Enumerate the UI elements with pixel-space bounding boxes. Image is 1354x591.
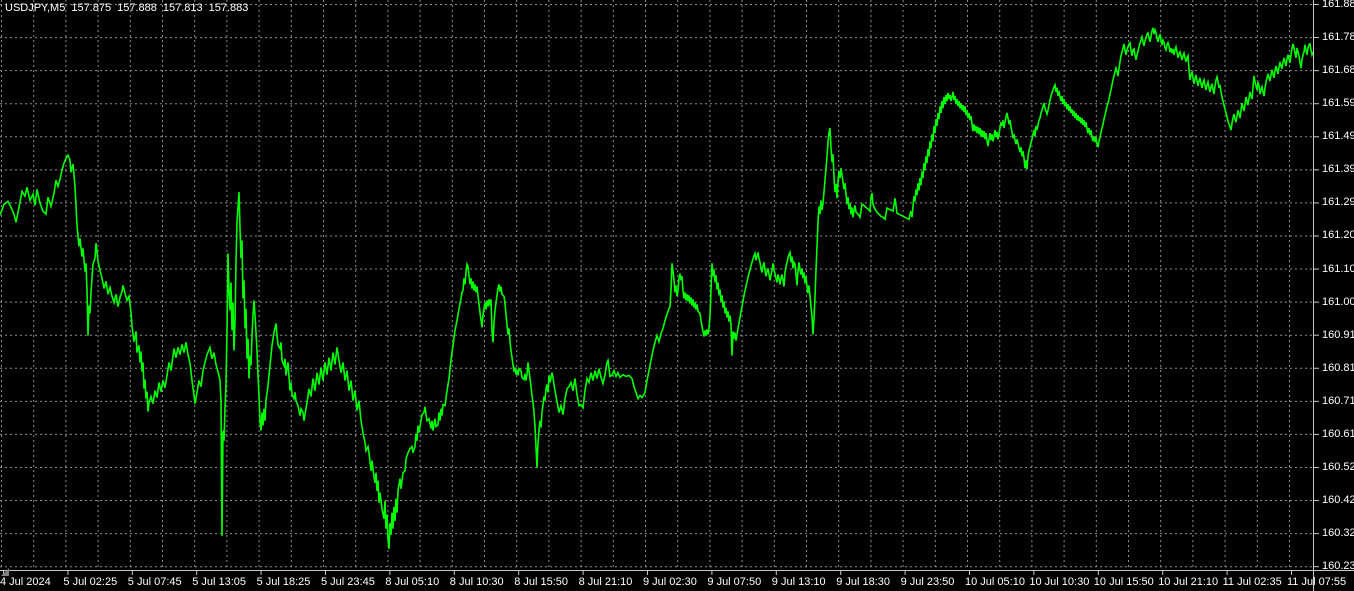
price-axis-label: 160.910	[1322, 328, 1354, 341]
time-axis-label: 9 Jul 13:10	[771, 576, 826, 588]
scroll-indicator-icon	[1, 568, 9, 576]
time-axis-label: 8 Jul 15:50	[514, 576, 569, 588]
ohlc-header: USDJPY,M5 157.875 157.888 157.813 157.883	[5, 2, 254, 14]
price-axis-label: 160.230	[1322, 560, 1354, 573]
time-axis-label: 8 Jul 10:30	[449, 576, 504, 588]
price-axis-label: 161.880	[1322, 0, 1354, 10]
time-axis-label: 8 Jul 21:10	[578, 576, 633, 588]
time-axis-label: 8 Jul 05:10	[385, 576, 440, 588]
time-axis-label: 10 Jul 15:50	[1093, 576, 1154, 588]
time-axis-label: 9 Jul 07:50	[707, 576, 762, 588]
price-axis-label: 161.685	[1322, 64, 1354, 77]
price-axis-label: 161.005	[1322, 295, 1354, 308]
time-axis-label: 11 Jul 02:35	[1222, 576, 1282, 588]
time-axis-label: 5 Jul 13:05	[192, 576, 247, 588]
time-axis-label: 5 Jul 02:25	[63, 576, 118, 588]
time-axis-label: 10 Jul 21:10	[1158, 576, 1219, 588]
time-axis-label: 5 Jul 18:25	[256, 576, 311, 588]
time-axis-label: 5 Jul 07:45	[127, 576, 182, 588]
time-axis-label: 11 Jul 07:55	[1287, 576, 1347, 588]
time-axis-label: 9 Jul 23:50	[900, 576, 955, 588]
price-axis-label: 161.105	[1322, 262, 1354, 275]
time-axis-label: 9 Jul 02:30	[643, 576, 697, 588]
price-axis-label: 161.395	[1322, 163, 1354, 176]
grid	[0, 0, 1313, 570]
low-value: 157.813	[162, 2, 203, 14]
price-axis-label: 161.295	[1322, 196, 1354, 209]
open-value: 157.875	[71, 2, 112, 14]
price-axis-label: 161.200	[1322, 229, 1354, 242]
time-axis-label: 10 Jul 10:30	[1029, 576, 1090, 588]
time-axis-label: 9 Jul 18:30	[836, 576, 891, 588]
price-axis-label: 160.810	[1322, 361, 1354, 374]
price-axis-label: 160.615	[1322, 427, 1354, 440]
price-axis-label: 161.780	[1322, 31, 1354, 44]
high-value: 157.888	[117, 2, 157, 14]
price-axis-label: 160.715	[1322, 394, 1354, 407]
price-axis-label: 161.590	[1322, 97, 1354, 110]
price-axis-label: 161.490	[1322, 130, 1354, 143]
time-axis-label: 4 Jul 2024	[0, 576, 51, 588]
price-axis-label: 160.425	[1322, 494, 1354, 507]
price-axis-label: 160.520	[1322, 460, 1354, 473]
price-axis-label: 160.325	[1322, 527, 1354, 540]
price-line	[0, 26, 1314, 549]
symbol-period-label: USDJPY,M5	[5, 2, 66, 14]
time-axis-label: 10 Jul 05:10	[965, 576, 1025, 588]
close-value: 157.883	[208, 2, 249, 14]
time-axis-label: 5 Jul 23:45	[321, 576, 375, 588]
